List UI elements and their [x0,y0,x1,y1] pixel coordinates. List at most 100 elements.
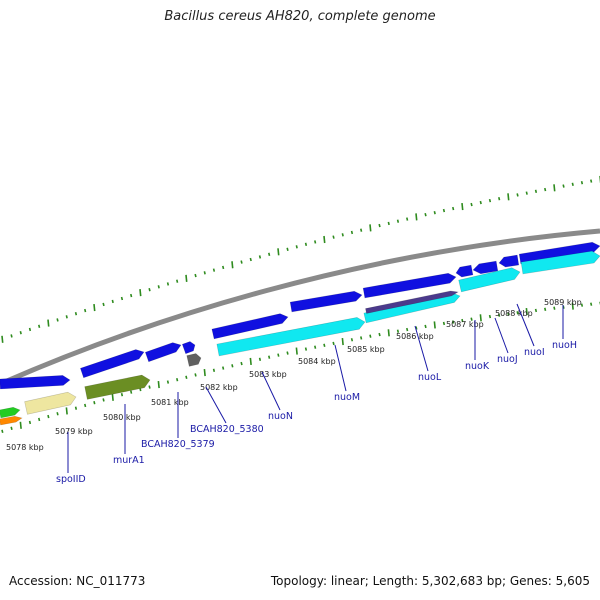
gc-tick [93,400,96,405]
gc-tick [442,321,446,326]
gene-label-murA1: murA1 [113,455,145,466]
gc-tick [387,221,390,226]
gc-tick [277,353,280,357]
kbp-label: 5081 kbp [151,398,189,407]
topology-text: Topology: linear; Length: 5,302,683 bp; … [270,574,590,588]
gc-tick [157,380,160,389]
gc-tick [571,182,574,187]
gene-label-leader [414,325,429,372]
gc-tick [111,299,114,304]
gc-tick [139,289,142,297]
gc-tick [323,343,326,347]
gene-label-nuoM: nuoM [334,392,360,403]
cds-highlight [458,267,521,293]
cds-arrow [144,342,182,363]
gene-label-leader [494,317,509,354]
gc-tick [10,426,13,431]
gc-tick [38,324,41,328]
gene-label-nuoJ: nuoJ [497,354,518,365]
gc-tick [452,206,455,211]
gc-tick [258,255,262,259]
gc-tick [74,406,78,410]
gc-tick [498,313,501,317]
kbp-label: 5083 kbp [249,370,287,379]
gene-spoIID [24,391,77,415]
gene-label-leader [334,344,347,392]
gene-features [0,241,600,426]
cds-arrow [289,290,363,313]
gc-tick [222,265,225,270]
gc-tick [268,355,271,359]
gc-tick [332,341,335,346]
gene-label-nuoI: nuoI [524,347,545,358]
gene-label-BCAH820_5379: BCAH820_5379 [141,439,215,450]
gc-tick [304,347,308,351]
gc-tick [19,421,22,429]
gc-tick [341,233,344,237]
kbp-label: 5086 kbp [396,332,434,341]
gc-tick [442,208,446,213]
cds-arrow [181,341,196,355]
cds-arrow [455,264,474,278]
gc-tick [314,240,317,244]
map-title: Bacillus cereus AH820, complete genome [164,9,436,24]
gc-tick [553,306,556,310]
gc-tick [185,375,188,379]
gc-tick [350,230,354,235]
gc-tick [102,302,105,307]
kbp-label: 5084 kbp [298,357,336,366]
gc-tick [590,302,593,306]
gc-tick [249,357,252,366]
cds-arrow [211,313,289,340]
gc-tick [544,307,547,311]
gc-tick [369,224,372,232]
gene-label-leader [516,303,535,347]
gc-tick [56,318,59,322]
kbp-label: 5078 kbp [6,443,44,452]
gene-nuoL-band [365,290,459,314]
gc-tick [396,219,400,223]
gc-tick [433,210,436,215]
cds-highlight [216,317,366,357]
gc-tick [47,414,50,419]
gc-tick [350,338,354,342]
gc-tick [286,247,289,251]
gc-tick [166,282,170,286]
gc-tick [258,357,262,361]
gc-tick [194,373,197,377]
gc-tick [130,293,133,298]
gc-tick [562,184,565,188]
gc-tick [194,273,197,278]
gc-tick [1,335,4,343]
outer-gc-ticks [1,175,600,343]
gc-tick [277,248,280,256]
gc-tick [231,364,234,368]
gc-tick [148,385,151,389]
gc-tick [378,223,381,228]
kbp-label: 5087 kbp [446,320,484,329]
gc-tick [534,308,538,313]
gc-tick [28,327,32,332]
gc-tick [461,318,464,323]
gene-BCAH820_5380 [186,353,202,367]
kbp-label: 5085 kbp [347,345,385,354]
gc-tick [470,317,473,321]
gene-label-leader [261,371,281,411]
gc-tick [424,213,427,217]
gene-label-leader [205,386,227,424]
gc-tick [396,329,400,333]
gc-tick [166,380,170,384]
gc-tick [212,368,216,372]
gc-tick [498,197,501,201]
gc-tick [295,245,298,249]
gc-tick [525,307,528,316]
cds-arrow [80,349,145,379]
kbp-labels: 5078 kbp 5079 kbp 5080 kbp 5081 kbp 5082 kbp… [6,298,582,452]
gc-tick [102,398,105,402]
gc-tick [360,336,363,340]
gc-tick [84,403,87,408]
gc-tick [534,189,538,193]
gc-tick [212,268,216,272]
gc-tick [120,296,124,301]
gene-label-nuoN: nuoN [268,411,293,422]
